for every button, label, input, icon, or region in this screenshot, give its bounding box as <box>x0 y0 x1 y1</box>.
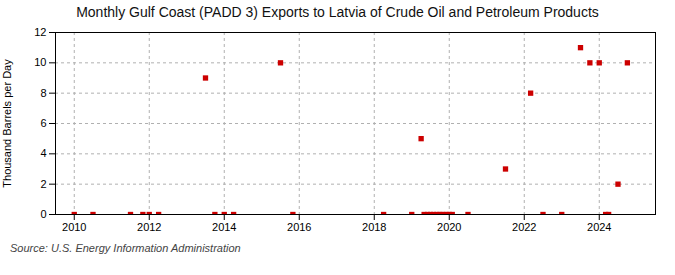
svg-text:2: 2 <box>40 178 46 190</box>
svg-text:2016: 2016 <box>287 221 311 233</box>
svg-text:Thousand Barrels per Day: Thousand Barrels per Day <box>1 59 13 188</box>
svg-text:6: 6 <box>40 117 46 129</box>
svg-text:2024: 2024 <box>587 221 611 233</box>
svg-text:2014: 2014 <box>212 221 236 233</box>
svg-text:2020: 2020 <box>437 221 461 233</box>
svg-text:2018: 2018 <box>362 221 386 233</box>
svg-text:8: 8 <box>40 87 46 99</box>
svg-text:2012: 2012 <box>137 221 161 233</box>
svg-text:10: 10 <box>34 56 46 68</box>
svg-text:2022: 2022 <box>512 221 536 233</box>
html-text:Monthly Gulf Coast (PADD 3) Ex: Monthly Gulf Coast (PADD 3) Exports to L… <box>76 4 599 20</box>
svg-text:0: 0 <box>40 208 46 220</box>
svg-text:4: 4 <box>40 147 46 159</box>
html-text:Source: U.S. Energy Informatio: Source: U.S. Energy Information Administ… <box>10 242 241 254</box>
svg-text:12: 12 <box>34 26 46 38</box>
svg-text:2010: 2010 <box>62 221 86 233</box>
